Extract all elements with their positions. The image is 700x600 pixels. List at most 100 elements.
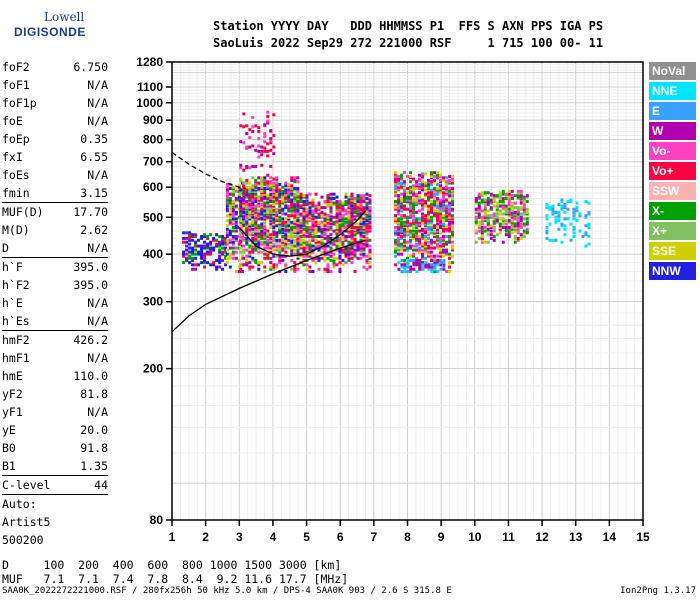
echo-point [332, 256, 336, 260]
echo-point [359, 219, 363, 223]
echo-point [406, 201, 410, 205]
echo-point [498, 227, 502, 231]
echo-point [480, 217, 484, 221]
echo-point [368, 261, 372, 265]
chart-axes: 1 2 3 4 5 6 7 8 9 10 11 12 13 14 158020030040050060070… [136, 55, 650, 544]
echo-point [572, 231, 576, 235]
echo-point [234, 270, 238, 274]
echo-point [287, 214, 291, 218]
echo-point [409, 215, 413, 219]
echo-point [365, 254, 369, 258]
echo-point [519, 219, 523, 223]
echo-point [234, 236, 238, 240]
echo-point [442, 215, 446, 219]
echo-point [510, 222, 514, 226]
echo-point [335, 248, 339, 252]
echo-point [242, 238, 246, 242]
echo-point [548, 222, 552, 226]
echo-point [209, 246, 213, 250]
echo-point [296, 235, 300, 239]
echo-point [269, 137, 273, 141]
echo-point [483, 225, 487, 229]
echo-point [257, 187, 261, 191]
echo-point [188, 235, 192, 239]
echo-point [501, 203, 505, 207]
echo-point [510, 214, 514, 218]
echo-point [257, 235, 261, 239]
echo-point [412, 184, 416, 188]
echo-point [200, 261, 204, 265]
echo-point [302, 214, 306, 218]
echo-point [480, 240, 484, 244]
echo-point [365, 222, 369, 226]
echo-point [442, 229, 446, 233]
echo-point [338, 256, 342, 260]
echo-point [278, 250, 282, 254]
echo-point [278, 200, 282, 204]
echo-point [433, 201, 437, 205]
echo-point [311, 220, 315, 224]
echo-point [272, 195, 276, 199]
echo-point [287, 238, 291, 242]
echo-point [403, 244, 407, 248]
echo-point [359, 233, 363, 237]
echo-point [424, 240, 428, 244]
echo-point [314, 217, 318, 221]
echo-point [430, 242, 434, 246]
echo-point [403, 240, 407, 244]
echo-point [486, 197, 490, 201]
echo-point [302, 240, 306, 244]
echo-point [206, 246, 210, 250]
echo-point [495, 206, 499, 210]
echo-point [323, 219, 327, 223]
echo-point [317, 206, 321, 210]
echo-point [430, 206, 434, 210]
echo-point [368, 194, 372, 198]
echo-point [403, 224, 407, 228]
echo-point [415, 220, 419, 224]
echo-point [269, 236, 273, 240]
echo-point [237, 258, 241, 262]
echo-point [311, 203, 315, 207]
echo-point [394, 203, 398, 207]
echo-point [269, 265, 273, 269]
echo-point [436, 238, 440, 242]
echo-point [525, 207, 529, 211]
echo-point [362, 242, 366, 246]
echo-point [430, 175, 434, 178]
echo-point [362, 235, 366, 239]
echo-point [359, 242, 363, 246]
digisonde-logo: Lowell DIGISONDE [4, 8, 85, 42]
echo-point [575, 206, 579, 210]
echo-point [326, 214, 330, 218]
echo-point [269, 214, 273, 218]
echo-point [445, 212, 449, 216]
echo-point [311, 236, 315, 240]
echo-point [338, 225, 342, 229]
param-value: 395.0 [73, 278, 108, 292]
echo-point [341, 222, 345, 226]
echo-point [242, 184, 246, 188]
echo-point [510, 209, 514, 213]
echo-point [275, 180, 279, 184]
echo-point [245, 212, 249, 216]
echo-point [231, 236, 235, 240]
echo-point [510, 201, 514, 205]
echo-point [424, 244, 428, 248]
echo-point [308, 212, 312, 216]
echo-point [409, 214, 413, 218]
echo-point [394, 204, 398, 208]
echo-point [525, 231, 529, 235]
echo-point [545, 225, 549, 229]
echo-point [225, 256, 229, 260]
echo-point [353, 217, 357, 221]
echo-point [362, 225, 366, 229]
echo-point [260, 207, 264, 211]
echo-point [510, 227, 514, 231]
echo-point [302, 201, 306, 205]
echo-point [368, 244, 372, 248]
echo-point [418, 261, 422, 265]
echo-point [578, 214, 582, 218]
echo-point [418, 246, 422, 250]
echo-point [442, 261, 446, 265]
